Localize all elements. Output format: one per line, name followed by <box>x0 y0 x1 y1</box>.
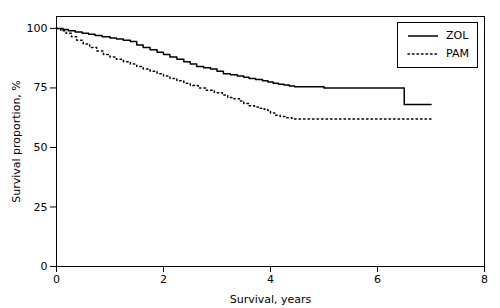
svg-text:50: 50 <box>34 141 48 154</box>
svg-text:Survival, years: Survival, years <box>230 293 312 306</box>
svg-text:4: 4 <box>267 273 274 286</box>
svg-text:6: 6 <box>374 273 381 286</box>
html-text:ZOL: ZOL <box>446 29 469 42</box>
svg-text:100: 100 <box>27 22 48 35</box>
svg-text:8: 8 <box>481 273 488 286</box>
svg-text:0: 0 <box>41 260 48 273</box>
svg-text:25: 25 <box>34 200 48 213</box>
svg-text:2: 2 <box>160 273 167 286</box>
svg-text:75: 75 <box>34 81 48 94</box>
svg-text:Survival proportion, %: Survival proportion, % <box>10 80 23 203</box>
html-text:PAM: PAM <box>446 47 469 60</box>
svg-text:0: 0 <box>53 273 60 286</box>
